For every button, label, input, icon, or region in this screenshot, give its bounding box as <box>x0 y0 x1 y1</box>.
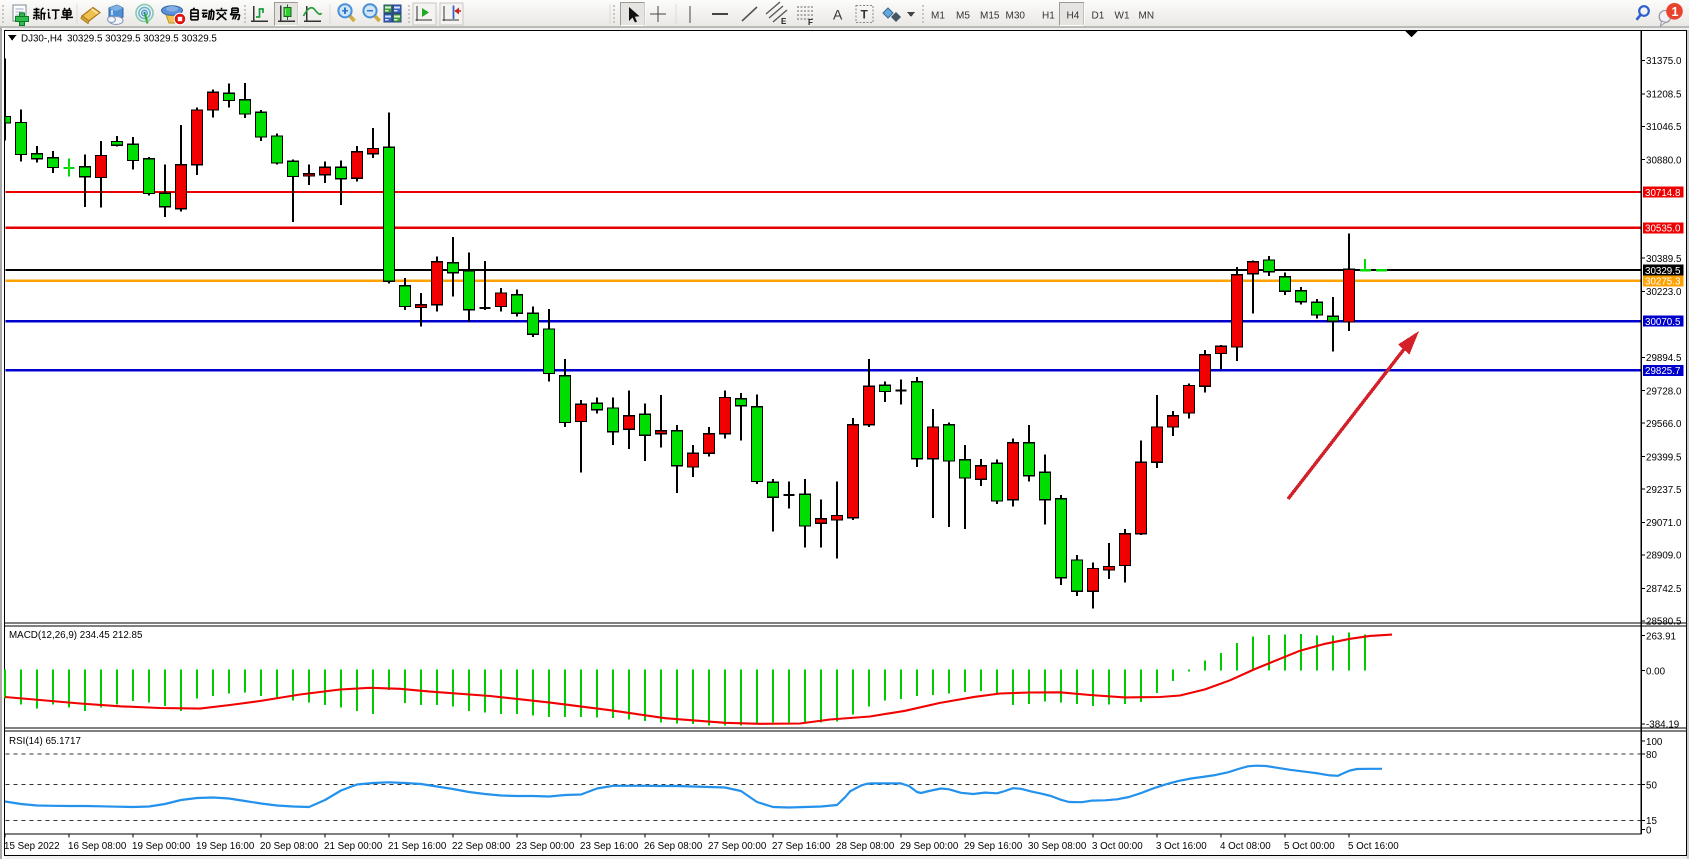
svg-text:29399.5: 29399.5 <box>1646 452 1682 463</box>
svg-text:3 Oct 16:00: 3 Oct 16:00 <box>1156 841 1207 852</box>
svg-text:23 Sep 00:00: 23 Sep 00:00 <box>516 841 575 852</box>
svg-text:M5: M5 <box>956 11 970 22</box>
svg-text:M1: M1 <box>931 11 945 22</box>
svg-text:31208.5: 31208.5 <box>1646 90 1682 101</box>
svg-text:MN: MN <box>1139 11 1155 22</box>
svg-text:29894.5: 29894.5 <box>1646 353 1682 364</box>
svg-text:50: 50 <box>1646 781 1657 792</box>
svg-text:27 Sep 00:00: 27 Sep 00:00 <box>708 841 767 852</box>
svg-text:30880.0: 30880.0 <box>1646 156 1682 167</box>
svg-text:29 Sep 16:00: 29 Sep 16:00 <box>964 841 1023 852</box>
svg-text:A: A <box>833 7 843 23</box>
svg-text:29566.0: 29566.0 <box>1646 419 1682 430</box>
svg-text:21 Sep 16:00: 21 Sep 16:00 <box>388 841 447 852</box>
svg-text:30275.3: 30275.3 <box>1645 277 1681 288</box>
svg-text:15 Sep 2022: 15 Sep 2022 <box>4 841 60 852</box>
svg-text:MACD(12,26,9) 234.45 212.85: MACD(12,26,9) 234.45 212.85 <box>9 630 143 641</box>
svg-text:16 Sep 08:00: 16 Sep 08:00 <box>68 841 127 852</box>
svg-text:26 Sep 08:00: 26 Sep 08:00 <box>644 841 703 852</box>
svg-text:29237.5: 29237.5 <box>1646 485 1682 496</box>
svg-text:21 Sep 00:00: 21 Sep 00:00 <box>324 841 383 852</box>
svg-text:0.00: 0.00 <box>1646 666 1666 677</box>
svg-text:263.91: 263.91 <box>1646 631 1676 642</box>
svg-text:30 Sep 08:00: 30 Sep 08:00 <box>1028 841 1087 852</box>
svg-text:-384.19: -384.19 <box>1646 720 1679 731</box>
svg-text:3 Oct 00:00: 3 Oct 00:00 <box>1092 841 1143 852</box>
svg-text:28 Sep 08:00: 28 Sep 08:00 <box>836 841 895 852</box>
svg-text:29728.0: 29728.0 <box>1646 387 1682 398</box>
svg-text:30329.5 30329.5 30329.5 30329.: 30329.5 30329.5 30329.5 30329.5 <box>67 34 217 45</box>
svg-text:D1: D1 <box>1092 11 1105 22</box>
svg-text:RSI(14) 65.1717: RSI(14) 65.1717 <box>9 736 81 747</box>
svg-text:0: 0 <box>1646 825 1652 836</box>
svg-text:15: 15 <box>1646 816 1657 827</box>
svg-text:80: 80 <box>1646 750 1657 761</box>
svg-text:100: 100 <box>1646 737 1663 748</box>
svg-text:DJ30-,H4: DJ30-,H4 <box>21 34 63 45</box>
svg-text:29071.0: 29071.0 <box>1646 518 1682 529</box>
svg-text:M30: M30 <box>1006 11 1026 22</box>
svg-text:28909.0: 28909.0 <box>1646 551 1682 562</box>
svg-text:30223.0: 30223.0 <box>1646 287 1682 298</box>
svg-text:E: E <box>781 17 787 26</box>
svg-text:20 Sep 08:00: 20 Sep 08:00 <box>260 841 319 852</box>
svg-text:27 Sep 16:00: 27 Sep 16:00 <box>772 841 831 852</box>
svg-text:30329.5: 30329.5 <box>1645 266 1681 277</box>
svg-text:H4: H4 <box>1067 11 1080 22</box>
svg-text:30389.5: 30389.5 <box>1646 254 1682 265</box>
svg-text:28580.5: 28580.5 <box>1646 617 1682 628</box>
svg-text:22 Sep 08:00: 22 Sep 08:00 <box>452 841 511 852</box>
svg-text:19 Sep 16:00: 19 Sep 16:00 <box>196 841 255 852</box>
svg-text:29 Sep 00:00: 29 Sep 00:00 <box>900 841 959 852</box>
svg-text:T: T <box>861 8 869 22</box>
svg-text:5 Oct 16:00: 5 Oct 16:00 <box>1348 841 1399 852</box>
svg-text:29825.7: 29825.7 <box>1645 366 1680 377</box>
svg-text:F: F <box>808 18 813 27</box>
svg-text:30535.0: 30535.0 <box>1645 224 1681 235</box>
svg-text:31046.5: 31046.5 <box>1646 122 1682 133</box>
svg-text:28742.5: 28742.5 <box>1646 584 1682 595</box>
svg-text:4 Oct 08:00: 4 Oct 08:00 <box>1220 841 1271 852</box>
svg-text:5 Oct 00:00: 5 Oct 00:00 <box>1284 841 1335 852</box>
svg-text:W1: W1 <box>1115 11 1130 22</box>
svg-text:1: 1 <box>1672 5 1679 19</box>
svg-text:31375.0: 31375.0 <box>1646 56 1682 67</box>
svg-text:30070.5: 30070.5 <box>1645 317 1681 328</box>
svg-text:30714.8: 30714.8 <box>1645 188 1681 199</box>
svg-text:M15: M15 <box>980 11 1000 22</box>
svg-text:H1: H1 <box>1042 11 1055 22</box>
svg-text:23 Sep 16:00: 23 Sep 16:00 <box>580 841 639 852</box>
svg-text:19 Sep 00:00: 19 Sep 00:00 <box>132 841 191 852</box>
